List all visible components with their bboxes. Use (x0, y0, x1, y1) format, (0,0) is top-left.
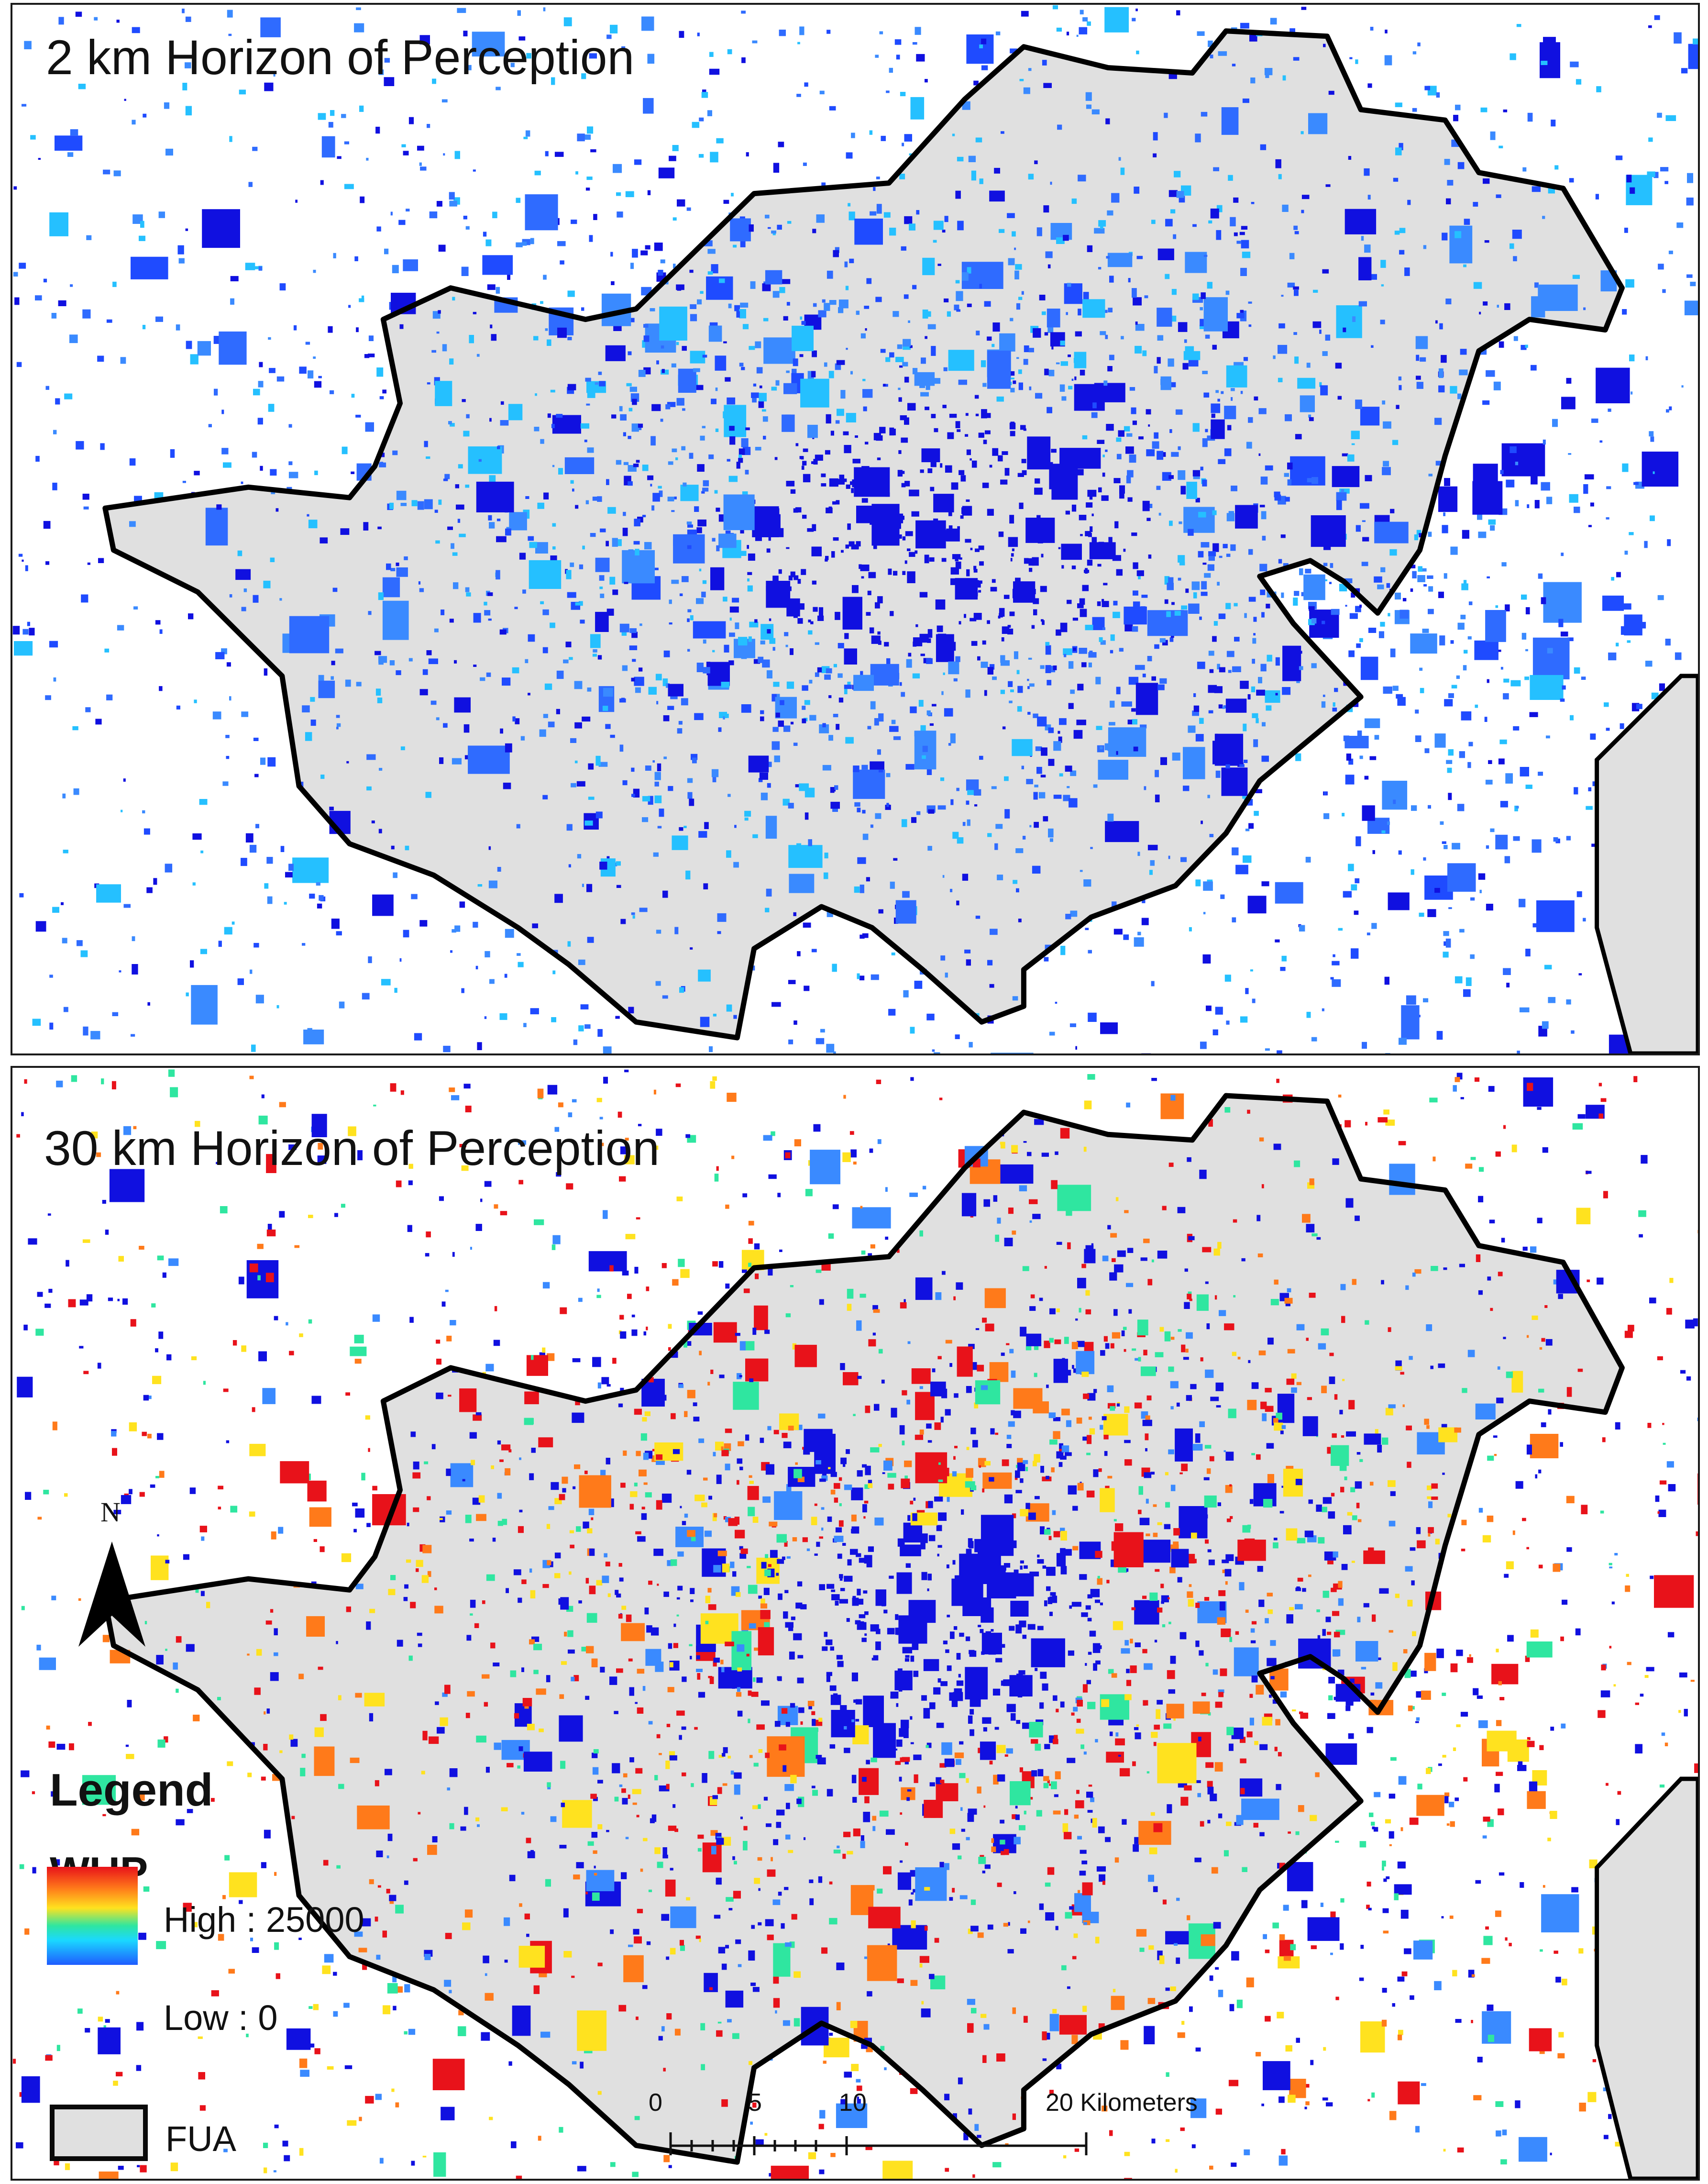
scale-label-0: 0 (649, 2089, 662, 2117)
scale-bar: 0 5 10 20 Kilometers (649, 2088, 1198, 2165)
scale-label-10: 10 (839, 2089, 867, 2117)
color-ramp (47, 1867, 138, 1965)
scale-bar-graphic (669, 2132, 1088, 2155)
north-arrow-icon (78, 1541, 145, 1647)
legend-high-label: High : 25000 (164, 1900, 364, 1940)
panel-title-2km: 2 km Horizon of Perception (46, 30, 635, 85)
neighbor-fua-area (1595, 1776, 1698, 2179)
legend-fua-label: FUA (165, 2119, 236, 2159)
scale-label-5: 5 (748, 2089, 762, 2117)
neighbor-fua-area (1595, 674, 1698, 1053)
settlement-pixels (12, 1069, 1698, 2179)
map-canvas-30km (12, 1069, 1698, 2179)
legend-low-label: Low : 0 (164, 1998, 278, 2038)
map-panel-30km: 30 km Horizon of Perception N Legend WUP… (11, 1066, 1700, 2181)
legend-fua-swatch (50, 2105, 148, 2161)
north-arrow: N (74, 1496, 150, 1654)
legend-title: Legend (50, 1764, 213, 1816)
map-panel-2km: 2 km Horizon of Perception (11, 3, 1700, 1055)
map-canvas-2km (12, 5, 1698, 1053)
fua-boundary (102, 28, 1625, 1041)
panel-title-30km: 30 km Horizon of Perception (44, 1121, 660, 1175)
north-label: N (100, 1497, 121, 1528)
scale-label-20: 20 Kilometers (1046, 2089, 1198, 2117)
